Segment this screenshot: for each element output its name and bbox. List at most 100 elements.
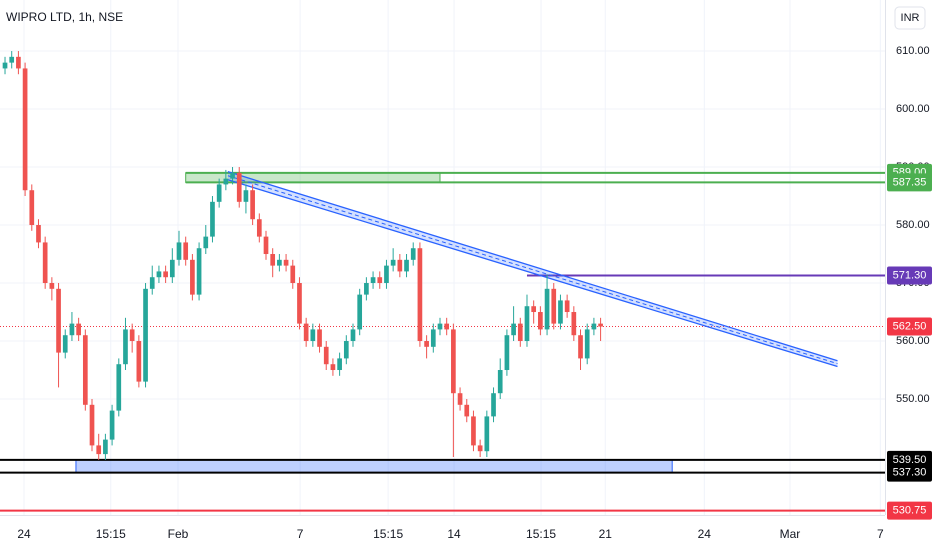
candle <box>96 433 102 460</box>
candle-body <box>223 178 229 185</box>
candle <box>243 184 249 214</box>
candle-body <box>471 416 476 446</box>
candle <box>310 323 316 347</box>
candle-body <box>96 445 102 455</box>
level-price-label: 587.35 <box>893 176 927 188</box>
candle-body <box>129 329 135 342</box>
candle <box>317 323 322 353</box>
candle <box>290 259 296 289</box>
candle <box>578 329 583 371</box>
candle <box>303 317 309 347</box>
candle-body <box>377 277 383 284</box>
candle <box>196 242 202 301</box>
y-tick-label: 580.00 <box>896 219 930 231</box>
candle <box>464 399 470 423</box>
candle-body <box>317 329 322 347</box>
candle-body <box>437 323 443 330</box>
candle-body <box>524 306 530 342</box>
candle <box>109 404 115 446</box>
candle <box>558 294 563 330</box>
candle-body <box>464 404 470 417</box>
candle-body <box>89 404 95 446</box>
candle <box>16 51 21 75</box>
candle <box>89 399 95 452</box>
candle <box>22 62 28 197</box>
level-price-label: 539.50 <box>893 454 927 466</box>
candle-body <box>216 184 222 202</box>
candle <box>444 317 450 336</box>
candle-body <box>176 242 182 260</box>
candle <box>149 265 155 295</box>
candle-body <box>190 259 195 295</box>
candle <box>430 323 436 353</box>
candle <box>203 225 209 255</box>
candle <box>591 317 597 336</box>
candle <box>544 274 550 336</box>
candle <box>183 236 189 266</box>
level-price-box <box>887 173 932 192</box>
candle <box>330 358 336 376</box>
candle-body <box>343 341 349 359</box>
candle <box>2 56 8 75</box>
candle <box>350 323 356 347</box>
candle-body <box>551 288 557 324</box>
candle <box>364 277 369 301</box>
candle <box>76 317 81 342</box>
candle <box>538 306 543 336</box>
x-tick-label: Feb <box>168 527 189 541</box>
candle <box>270 248 276 278</box>
candle <box>82 329 88 411</box>
candle-body <box>330 364 336 371</box>
trend-channel-mid <box>227 175 838 365</box>
candle-body <box>578 335 583 359</box>
candle <box>236 167 242 208</box>
candle-body <box>76 323 81 336</box>
level-price-label: 571.30 <box>893 269 927 281</box>
candle-body <box>397 259 403 272</box>
candle <box>297 277 302 330</box>
level-price-box <box>887 463 932 482</box>
x-tick-label: 15:15 <box>373 527 403 541</box>
candle <box>397 254 403 278</box>
candle-body <box>123 329 128 365</box>
candle-body <box>263 236 269 255</box>
candle-body <box>109 410 115 440</box>
candle <box>156 265 162 284</box>
candle <box>69 312 75 342</box>
candle-body <box>9 56 15 63</box>
candle <box>417 242 423 347</box>
currency-label: INR <box>901 12 920 24</box>
candle <box>9 51 15 69</box>
candle-body <box>571 312 577 336</box>
candle-body <box>163 271 168 278</box>
candle-body <box>584 329 590 359</box>
candle-body <box>424 341 429 347</box>
candle-body <box>82 335 88 405</box>
candle-body <box>136 341 142 382</box>
currency-button[interactable] <box>894 6 926 30</box>
candle-body <box>103 439 108 455</box>
candle <box>129 323 135 353</box>
candle-body <box>591 323 597 330</box>
candle <box>277 254 282 272</box>
candle <box>337 352 342 376</box>
trend-channel-lower <box>227 179 838 368</box>
candle-body <box>183 242 189 260</box>
candle-body <box>390 259 396 266</box>
candle-body <box>243 190 249 202</box>
candle <box>176 230 182 266</box>
candle <box>497 358 503 400</box>
candle-body <box>303 323 309 342</box>
trend-channel-upper <box>227 171 838 362</box>
candle <box>504 329 510 376</box>
candle-body <box>457 393 463 405</box>
candle <box>323 341 329 371</box>
candle <box>169 248 175 284</box>
x-tick-label: 7 <box>297 527 304 541</box>
candle <box>531 300 537 324</box>
candle <box>136 335 142 388</box>
candle-body <box>169 259 175 278</box>
candle <box>230 167 235 185</box>
candle <box>517 317 523 347</box>
candle-body <box>451 329 456 394</box>
